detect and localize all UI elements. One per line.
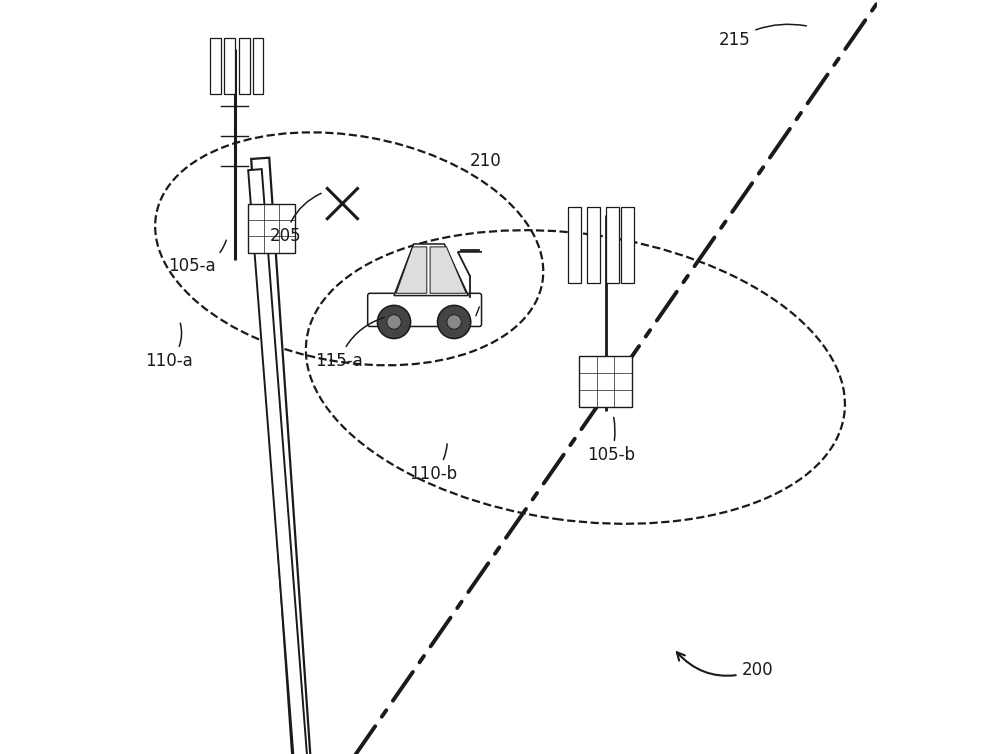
- Text: 205: 205: [270, 193, 321, 245]
- Bar: [224, 38, 235, 94]
- Circle shape: [447, 315, 461, 329]
- Bar: [210, 38, 221, 94]
- Bar: [568, 207, 581, 283]
- Text: 110-b: 110-b: [410, 444, 458, 483]
- Bar: [621, 207, 634, 283]
- Bar: [239, 38, 250, 94]
- FancyArrow shape: [251, 158, 326, 754]
- Bar: [606, 207, 619, 283]
- Text: 210: 210: [470, 152, 502, 170]
- Text: 110-a: 110-a: [146, 323, 193, 369]
- Polygon shape: [430, 247, 466, 293]
- FancyBboxPatch shape: [368, 293, 482, 326]
- Text: 215: 215: [719, 24, 806, 49]
- Text: 105-b: 105-b: [587, 418, 635, 464]
- Bar: [253, 38, 263, 94]
- Text: 115-a: 115-a: [315, 317, 384, 369]
- Text: 200: 200: [677, 652, 773, 679]
- Text: 105-a: 105-a: [168, 241, 226, 275]
- Bar: [587, 207, 600, 283]
- Bar: [579, 356, 632, 407]
- Bar: [248, 204, 295, 253]
- Polygon shape: [396, 247, 427, 293]
- Circle shape: [438, 305, 471, 339]
- Circle shape: [377, 305, 411, 339]
- Circle shape: [387, 315, 401, 329]
- FancyArrow shape: [248, 169, 322, 754]
- Polygon shape: [394, 244, 468, 296]
